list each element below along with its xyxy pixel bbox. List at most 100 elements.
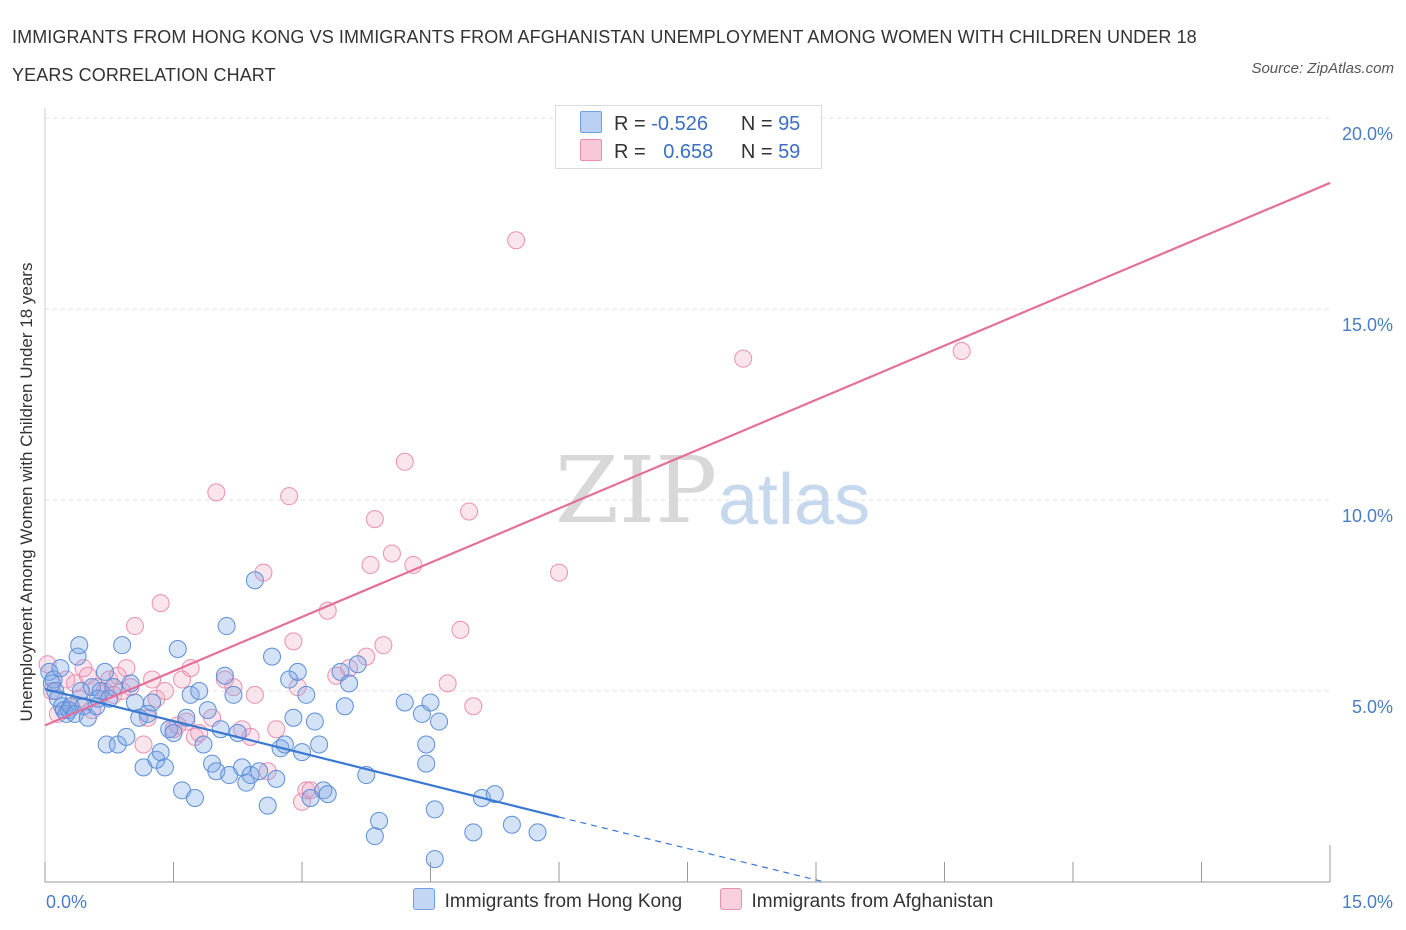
afghanistan-point xyxy=(340,659,359,678)
hong-kong-point xyxy=(417,754,436,773)
hong-kong-point xyxy=(51,659,70,678)
afghanistan-point xyxy=(318,601,337,620)
watermark-zip: ZIP xyxy=(555,437,717,544)
hong-kong-point xyxy=(44,670,63,689)
afghanistan-point xyxy=(507,231,526,250)
afghanistan-point xyxy=(382,544,401,563)
hong-kong-point xyxy=(288,662,307,681)
legend-swatch-hong-kong xyxy=(580,111,602,133)
afghanistan-point xyxy=(464,697,483,716)
hong-kong-point xyxy=(297,685,316,704)
axes xyxy=(44,108,1331,883)
tick-labels: 5.0% 10.0% 15.0% 20.0% 0.0% 15.0% xyxy=(46,124,1393,912)
hong-kong-point xyxy=(113,636,132,655)
afghanistan-point xyxy=(284,632,303,651)
hong-kong-point xyxy=(318,785,337,804)
hong-kong-point xyxy=(365,827,384,846)
afghanistan-trend-line xyxy=(44,181,1331,727)
hong-kong-point xyxy=(224,685,243,704)
n-label: N = xyxy=(740,141,773,163)
hong-kong-point xyxy=(241,766,260,785)
legend-row-hong-kong: R = -0.526 N = 95 xyxy=(580,111,800,137)
hong-kong-trend-line xyxy=(44,688,560,819)
y-axis-label: Unemployment Among Women with Children U… xyxy=(17,263,36,722)
r-value: 0.658 xyxy=(663,141,714,163)
hong-kong-point xyxy=(425,850,444,869)
hong-kong-point xyxy=(284,708,303,727)
hong-kong-point xyxy=(258,796,277,815)
hong-kong-point xyxy=(528,823,547,842)
hong-kong-point xyxy=(215,666,234,685)
afghanistan-point xyxy=(301,781,320,800)
afghanistan-point xyxy=(125,617,144,636)
legend-item-afghanistan[interactable]: Immigrants from Afghanistan xyxy=(719,888,993,913)
hong-kong-point xyxy=(502,815,521,834)
hong-kong-point xyxy=(95,662,114,681)
y-tick-label: 5.0% xyxy=(1352,697,1393,717)
afghanistan-point xyxy=(57,670,76,689)
r-label: R = xyxy=(614,113,646,135)
hong-kong-point xyxy=(430,712,449,731)
hong-kong-point xyxy=(177,708,196,727)
hong-kong-point xyxy=(245,571,264,590)
afghanistan-point xyxy=(155,682,174,700)
x-tick-label: 15.0% xyxy=(1342,892,1393,912)
afghanistan-point xyxy=(280,487,299,506)
hong-kong-point xyxy=(194,735,213,754)
afghanistan-point xyxy=(361,555,380,574)
hong-kong-point xyxy=(143,693,162,712)
hong-kong-point xyxy=(485,785,504,804)
afghanistan-point xyxy=(151,594,170,613)
hong-kong-point xyxy=(181,685,200,704)
series-hong-kong-points xyxy=(40,571,547,869)
hong-kong-point xyxy=(164,724,183,743)
afghanistan-point xyxy=(460,502,479,521)
n-value: 95 xyxy=(778,113,801,135)
trend-lines xyxy=(44,181,1331,883)
y-tick-label: 20.0% xyxy=(1342,124,1393,144)
hong-kong-point xyxy=(340,674,359,693)
hong-kong-point xyxy=(267,769,286,788)
correlation-legend: R = -0.526 N = 95 R = 0.658 N = 59 xyxy=(555,105,822,169)
afghanistan-point xyxy=(438,674,457,693)
hong-kong-trend-extension xyxy=(558,816,825,883)
hong-kong-point xyxy=(70,636,89,655)
chart-title: IMMIGRANTS FROM HONG KONG VS IMMIGRANTS … xyxy=(12,27,1197,85)
n-value: 59 xyxy=(778,141,801,163)
hong-kong-point xyxy=(425,800,444,819)
afghanistan-point xyxy=(952,342,971,361)
hong-kong-point xyxy=(155,758,174,777)
legend-swatch-hong-kong xyxy=(412,888,435,910)
hong-kong-point xyxy=(250,762,269,781)
hong-kong-point xyxy=(421,693,440,712)
afghanistan-point xyxy=(395,452,414,471)
hong-kong-point xyxy=(190,682,209,700)
afghanistan-point xyxy=(117,659,136,678)
series-legend: Immigrants from Hong Kong Immigrants fro… xyxy=(0,888,1406,913)
afghanistan-point xyxy=(245,685,264,704)
hong-kong-point xyxy=(464,823,483,842)
afghanistan-point xyxy=(734,349,753,368)
hong-kong-point xyxy=(168,639,187,658)
legend-row-afghanistan: R = 0.658 N = 59 xyxy=(580,139,800,165)
afghanistan-point xyxy=(374,636,393,655)
hong-kong-point xyxy=(117,727,136,746)
afghanistan-point xyxy=(267,720,286,739)
afghanistan-point xyxy=(550,563,568,582)
legend-swatch-afghanistan xyxy=(719,888,742,910)
legend-item-hong-kong[interactable]: Immigrants from Hong Kong xyxy=(412,888,683,913)
hong-kong-point xyxy=(151,743,170,762)
y-tick-label: 15.0% xyxy=(1342,315,1393,335)
watermark: ZIP atlas xyxy=(555,437,870,544)
hong-kong-point xyxy=(305,712,324,731)
grid-lines xyxy=(45,117,1330,692)
r-value: -0.526 xyxy=(651,113,708,135)
hong-kong-point xyxy=(198,701,217,720)
afghanistan-point xyxy=(365,510,384,529)
legend-label: Immigrants from Hong Kong xyxy=(444,891,683,912)
hong-kong-point xyxy=(348,655,367,674)
hong-kong-point xyxy=(217,617,236,636)
hong-kong-point xyxy=(68,647,87,666)
y-tick-label: 10.0% xyxy=(1342,506,1393,526)
